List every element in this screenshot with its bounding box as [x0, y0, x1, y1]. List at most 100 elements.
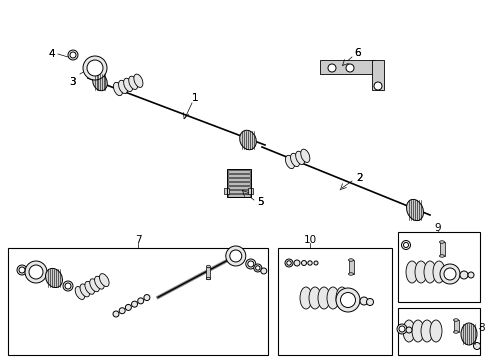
- Circle shape: [472, 342, 480, 350]
- Text: 3: 3: [68, 77, 75, 87]
- Ellipse shape: [290, 153, 299, 167]
- Text: 6: 6: [354, 48, 361, 58]
- Bar: [8, 248, 267, 355]
- Circle shape: [113, 311, 119, 317]
- Ellipse shape: [348, 273, 353, 275]
- Bar: [226, 169, 250, 197]
- Circle shape: [467, 272, 473, 278]
- Text: 1: 1: [191, 93, 198, 103]
- Bar: [227, 170, 249, 173]
- Circle shape: [459, 271, 467, 279]
- Ellipse shape: [460, 323, 476, 345]
- Ellipse shape: [94, 276, 104, 289]
- Circle shape: [245, 259, 255, 269]
- Ellipse shape: [308, 287, 320, 309]
- Bar: [397, 308, 479, 355]
- Ellipse shape: [406, 199, 423, 221]
- Ellipse shape: [405, 261, 417, 283]
- Circle shape: [373, 82, 381, 90]
- Circle shape: [313, 261, 317, 265]
- Bar: [227, 178, 249, 181]
- Circle shape: [443, 268, 455, 280]
- Circle shape: [29, 265, 43, 279]
- Circle shape: [225, 246, 245, 266]
- Ellipse shape: [206, 265, 210, 268]
- Ellipse shape: [85, 282, 94, 294]
- Bar: [227, 182, 249, 185]
- Circle shape: [293, 260, 299, 266]
- Text: 7: 7: [134, 235, 141, 245]
- Bar: [247, 188, 252, 194]
- Ellipse shape: [317, 287, 329, 309]
- Bar: [397, 232, 479, 302]
- Text: 2: 2: [356, 173, 363, 183]
- Circle shape: [68, 50, 78, 60]
- Ellipse shape: [99, 274, 109, 287]
- Circle shape: [87, 60, 103, 76]
- Ellipse shape: [239, 130, 256, 150]
- Ellipse shape: [285, 155, 294, 169]
- Circle shape: [119, 308, 125, 314]
- Circle shape: [70, 52, 76, 58]
- Circle shape: [285, 259, 292, 267]
- Circle shape: [396, 324, 406, 334]
- Ellipse shape: [300, 149, 309, 162]
- Circle shape: [340, 292, 355, 307]
- Ellipse shape: [432, 261, 444, 283]
- Ellipse shape: [90, 279, 99, 292]
- Circle shape: [346, 64, 353, 72]
- Ellipse shape: [411, 320, 423, 342]
- Ellipse shape: [429, 320, 441, 342]
- Bar: [319, 60, 374, 74]
- Circle shape: [403, 243, 407, 248]
- Circle shape: [229, 250, 241, 262]
- Circle shape: [143, 294, 150, 301]
- Text: 9: 9: [434, 223, 440, 233]
- Ellipse shape: [439, 255, 444, 257]
- Bar: [206, 266, 210, 279]
- Circle shape: [359, 297, 367, 305]
- Circle shape: [125, 305, 131, 310]
- Circle shape: [366, 298, 373, 306]
- Circle shape: [83, 56, 107, 80]
- Ellipse shape: [423, 261, 435, 283]
- Text: 4: 4: [49, 49, 55, 59]
- Circle shape: [247, 261, 253, 267]
- Text: 5: 5: [256, 197, 263, 207]
- Circle shape: [335, 288, 359, 312]
- Bar: [439, 242, 444, 256]
- Ellipse shape: [134, 74, 142, 87]
- Circle shape: [260, 268, 266, 274]
- Text: 8: 8: [478, 323, 484, 333]
- Ellipse shape: [299, 287, 311, 309]
- Text: 6: 6: [354, 48, 361, 58]
- Circle shape: [131, 301, 137, 307]
- Ellipse shape: [439, 241, 444, 243]
- Text: 5: 5: [256, 197, 263, 207]
- Ellipse shape: [206, 277, 210, 280]
- Ellipse shape: [326, 287, 338, 309]
- Ellipse shape: [420, 320, 432, 342]
- Bar: [227, 190, 249, 193]
- Text: 1: 1: [191, 93, 198, 103]
- Circle shape: [253, 264, 261, 272]
- Circle shape: [286, 261, 291, 265]
- Ellipse shape: [452, 319, 458, 321]
- Circle shape: [25, 261, 47, 283]
- Bar: [348, 260, 353, 274]
- Bar: [452, 320, 458, 332]
- Ellipse shape: [414, 261, 426, 283]
- Circle shape: [301, 261, 306, 266]
- Ellipse shape: [80, 284, 89, 297]
- Circle shape: [439, 264, 459, 284]
- Circle shape: [255, 266, 260, 270]
- Bar: [278, 248, 391, 355]
- Ellipse shape: [402, 320, 414, 342]
- Circle shape: [17, 265, 27, 275]
- Ellipse shape: [93, 73, 107, 91]
- Ellipse shape: [452, 331, 458, 333]
- Ellipse shape: [128, 76, 138, 90]
- Circle shape: [65, 283, 71, 289]
- Bar: [227, 194, 249, 197]
- Text: 2: 2: [356, 173, 363, 183]
